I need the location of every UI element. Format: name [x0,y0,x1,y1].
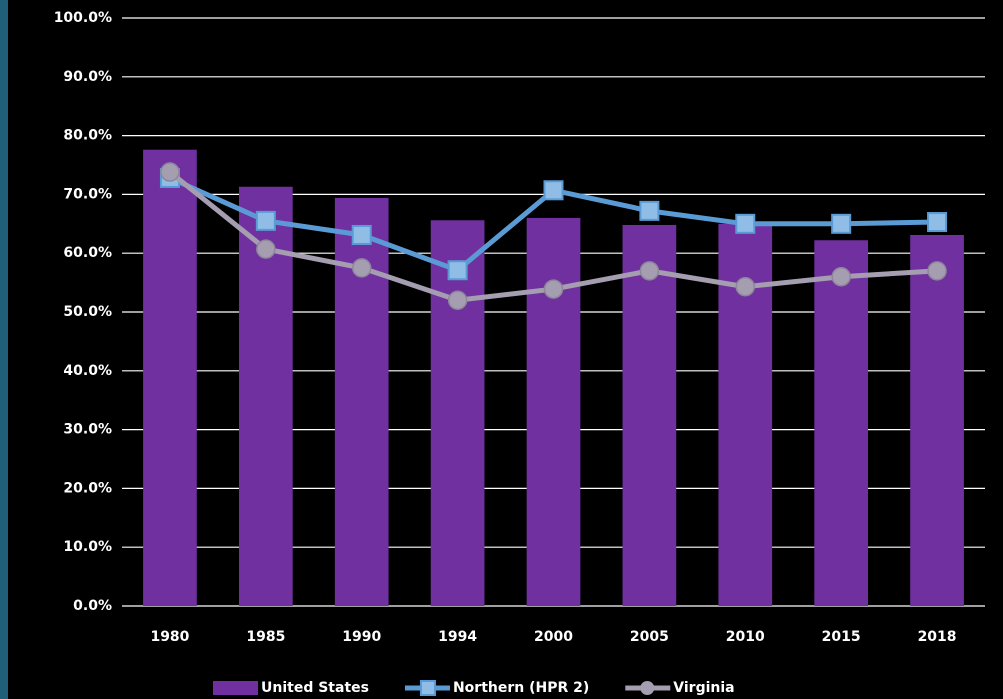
x-tick-label: 2010 [726,629,765,645]
x-tick-label: 1990 [342,629,381,645]
marker [735,213,756,234]
marker [256,239,276,259]
x-tick-label: 1985 [246,629,285,645]
marker [831,213,852,234]
y-tick-label: 90.0% [63,69,112,85]
marker [639,261,660,281]
x-tick-label: 2005 [630,629,669,645]
marker [831,266,851,287]
legend-swatch [213,681,258,695]
y-tick-label: 10.0% [63,539,112,555]
y-tick-label: 20.0% [63,480,112,496]
bar [143,149,197,606]
marker [160,162,180,182]
marker [447,260,468,281]
y-tick-label: 100.0% [54,10,112,26]
x-tick-label: 2015 [822,629,861,645]
y-tick-label: 40.0% [63,363,112,379]
legend-label: United States [261,680,369,696]
bar [814,240,869,606]
y-tick-label: 50.0% [63,304,112,320]
x-tick-label: 2018 [918,629,957,645]
marker [447,290,468,310]
legend-marker [640,681,655,695]
y-tick-label: 30.0% [63,422,112,438]
x-tick-label: 1980 [150,629,189,645]
marker [351,224,372,245]
y-tick-label: 60.0% [63,245,112,261]
x-tick-label: 2000 [534,629,573,645]
x-tick-label: 1994 [438,629,477,645]
marker [927,212,948,233]
legend-label: Northern (HPR 2) [453,680,589,696]
y-tick-label: 0.0% [73,598,112,614]
bar [910,234,964,607]
legend-marker [419,680,436,696]
marker [927,261,947,281]
marker [351,258,372,278]
marker [735,276,756,297]
y-tick-label: 70.0% [63,186,112,202]
bar [430,220,485,606]
marker [543,180,564,201]
bar [622,224,677,606]
legend-label: Virginia [673,680,734,696]
side-strip [0,0,8,699]
y-tick-label: 80.0% [63,128,112,144]
marker [639,200,660,221]
bar [526,217,581,607]
marker [543,279,564,299]
marker [255,210,276,231]
